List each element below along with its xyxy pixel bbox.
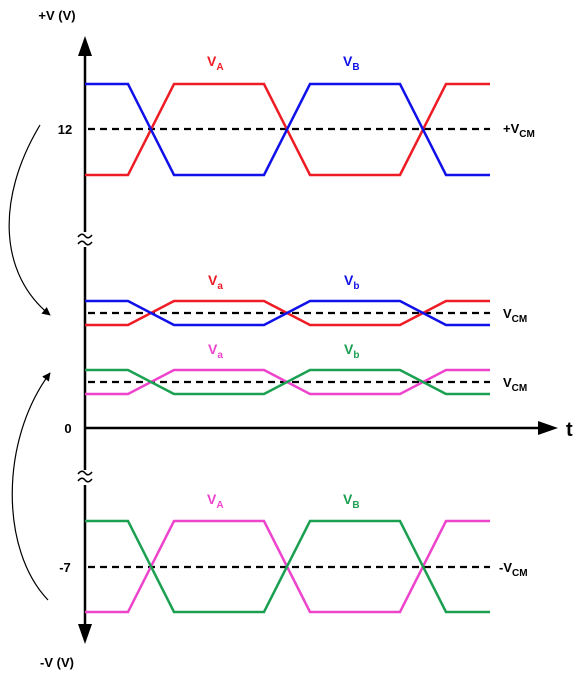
waveform-vb-mid2	[85, 368, 490, 396]
waveform-vb-mid1	[85, 299, 490, 327]
y-axis-down-arrow-icon	[78, 624, 92, 644]
label-vb-mid1: Vb	[344, 272, 359, 292]
curved-arrow-bottom-to-mid	[11, 372, 51, 601]
label-vb-mid2: Vb	[344, 341, 359, 361]
x-axis-label: t	[566, 419, 573, 441]
y-axis-bottom-label: -V (V)	[40, 655, 74, 670]
label-ref-bottom: -VCM	[499, 560, 528, 579]
axis-break-upper-icon	[77, 233, 93, 246]
label-vb-top: VB	[343, 53, 360, 73]
tick-label-neg7: -7	[59, 560, 71, 575]
y-axis-up-arrow-icon	[78, 36, 92, 56]
label-va-mid1: Va	[208, 272, 223, 292]
zero-tick-label: 0	[64, 421, 71, 436]
axes: +V (V) -V (V) t 0 12 -7	[38, 8, 573, 670]
label-ref-top: +VCM	[503, 121, 535, 140]
label-va-mid2: Va	[208, 341, 223, 361]
waveform-group-bottom: VA VB -VCM	[85, 491, 528, 614]
waveform-group-top: VA VB +VCM	[85, 53, 535, 177]
axis-break-lower-icon	[77, 470, 93, 483]
waveform-group-mid1: Va Vb VCM	[85, 272, 527, 327]
tick-label-12: 12	[58, 122, 72, 137]
waveform-group-mid2: Va Vb VCM	[85, 341, 527, 396]
x-axis-arrow-icon	[538, 421, 558, 435]
curved-arrow-top-to-mid	[8, 124, 51, 316]
label-ref-mid2: VCM	[503, 375, 527, 394]
label-va-bottom: VA	[207, 491, 224, 511]
waveform-vb-top	[85, 82, 490, 177]
y-axis-top-label: +V (V)	[38, 8, 75, 23]
waveform-vb-bottom	[85, 519, 490, 614]
label-ref-mid1: VCM	[503, 306, 527, 325]
label-va-top: VA	[207, 53, 224, 73]
label-vb-bottom: VB	[343, 491, 360, 511]
